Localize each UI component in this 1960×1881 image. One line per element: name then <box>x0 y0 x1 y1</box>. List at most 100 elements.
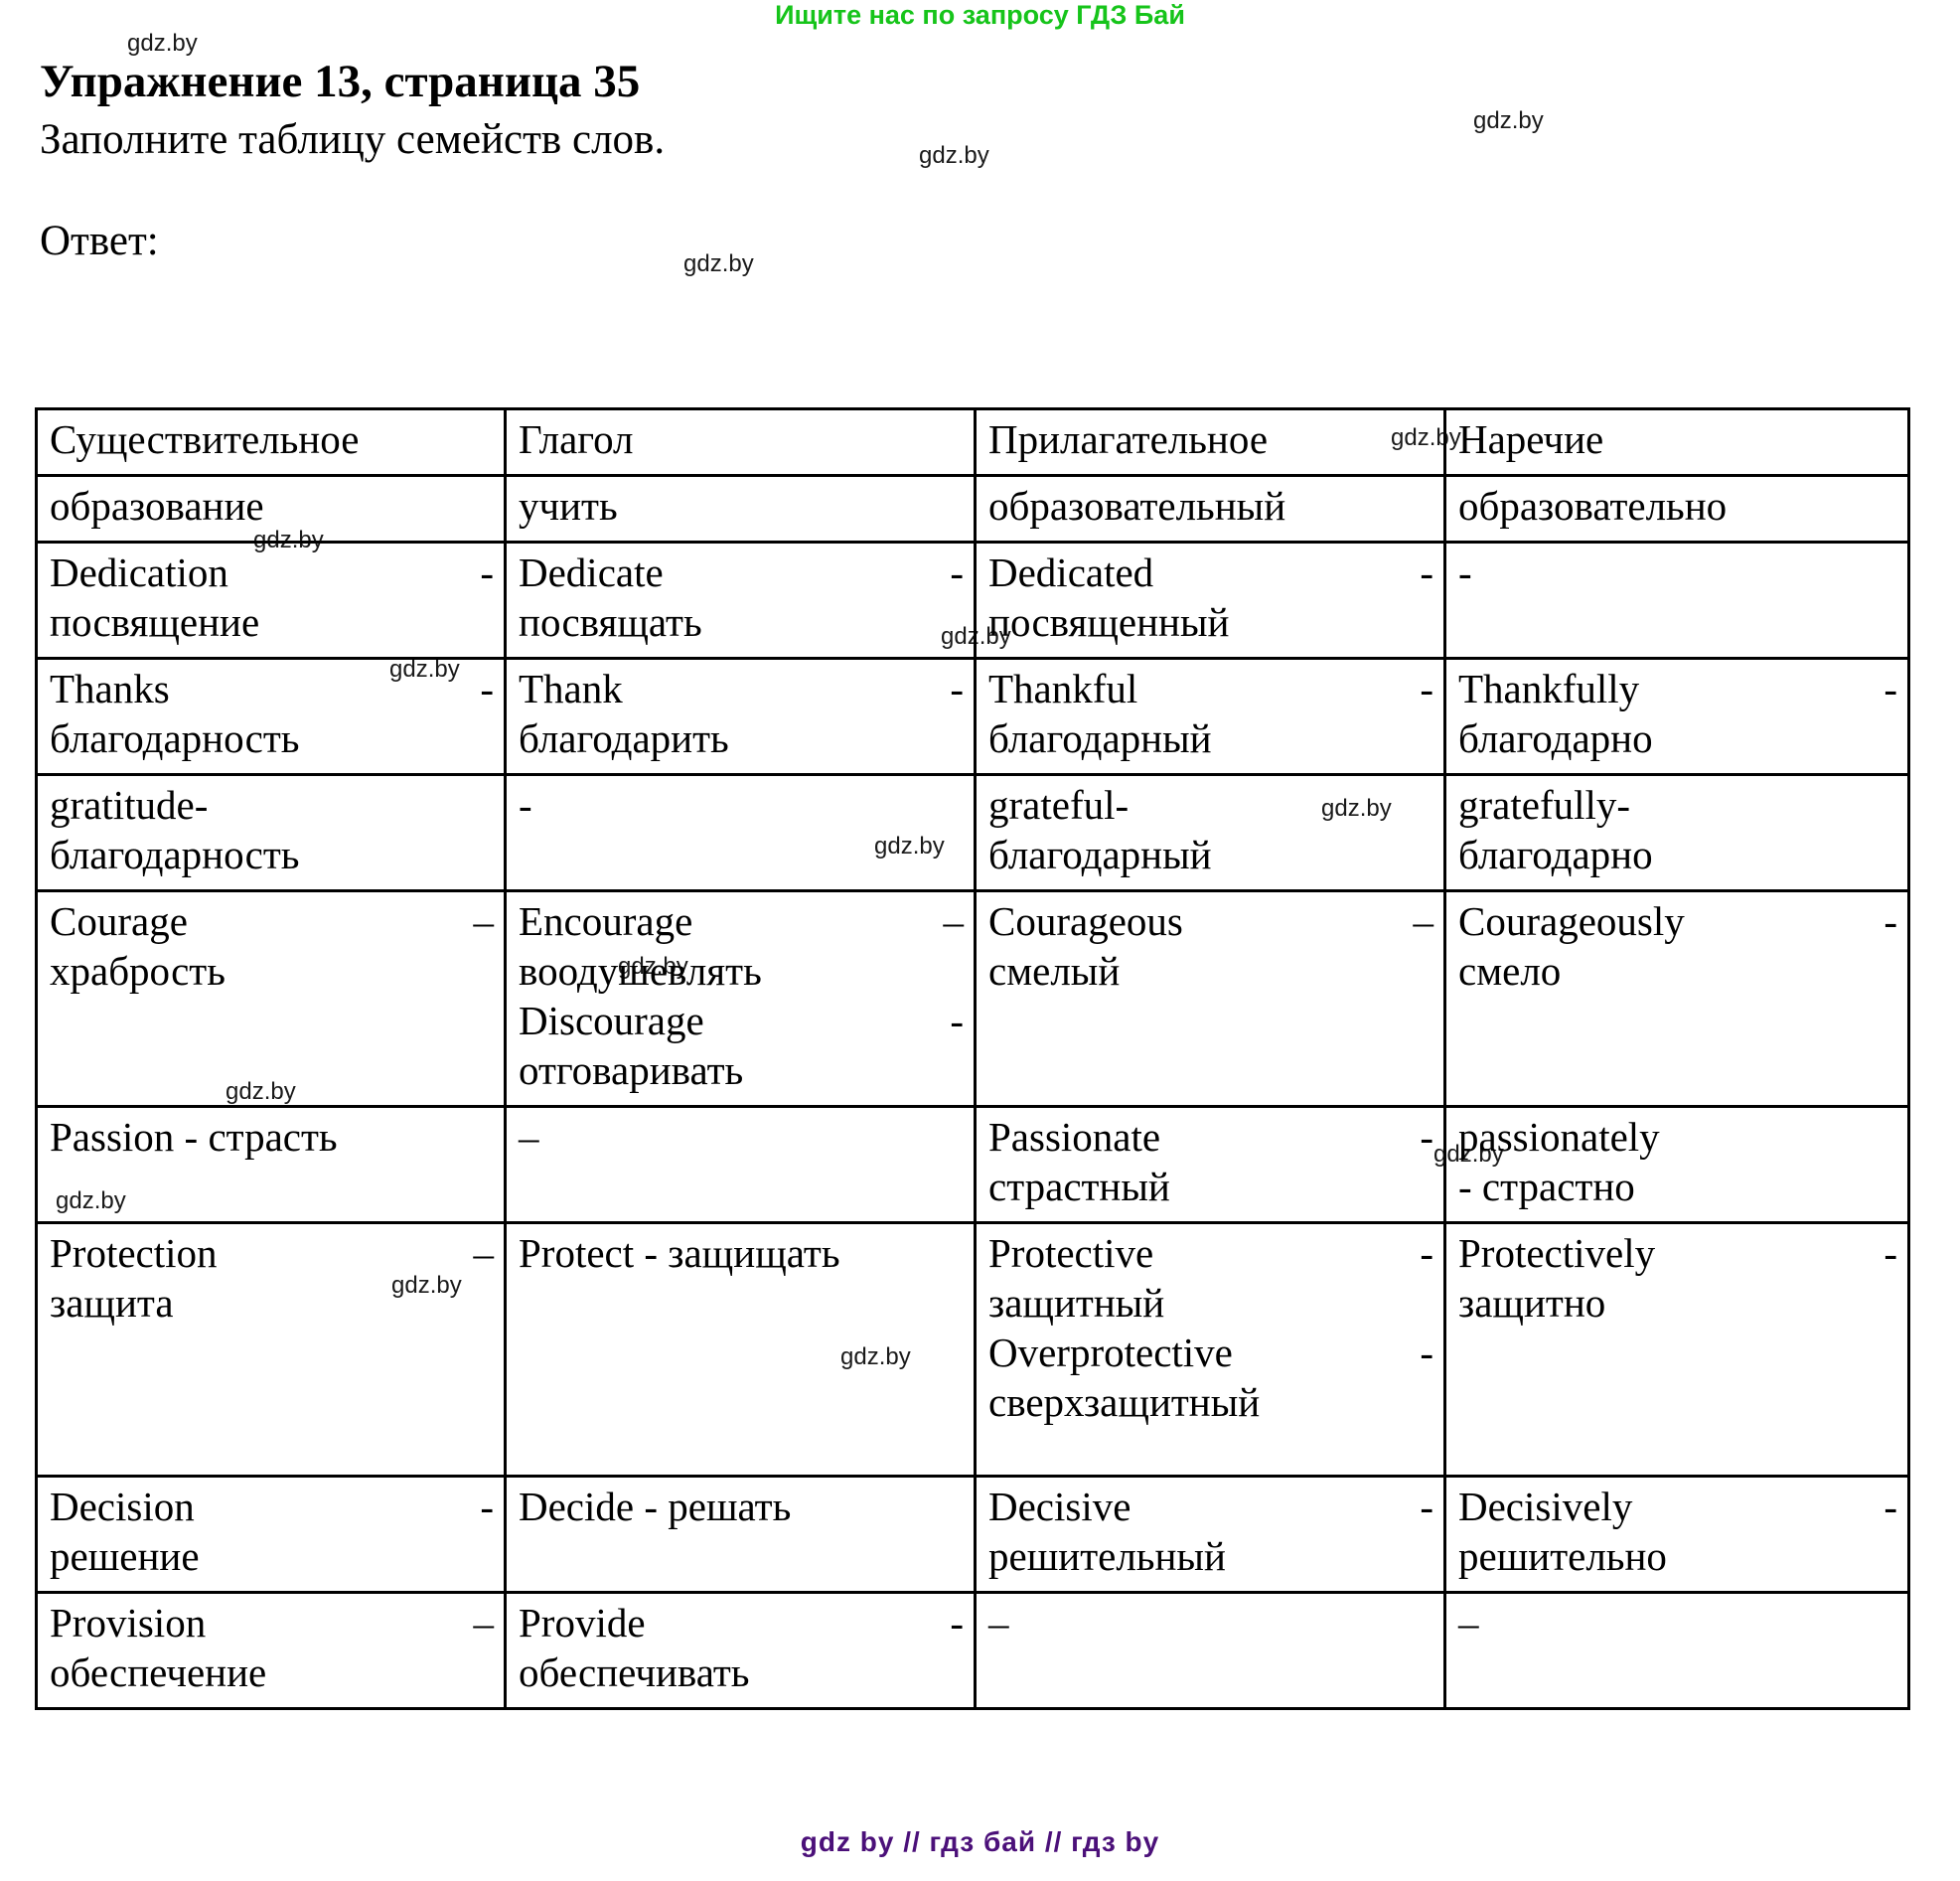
entry-word-noun: Dedication - <box>50 548 494 597</box>
cell-spacer <box>519 1531 964 1577</box>
entry-word-adverb: образовательно <box>1458 483 1728 530</box>
entry-translation-adjective: посвященный <box>988 599 1230 646</box>
column-header-adverb: Наречие <box>1443 406 1910 478</box>
cell-adverb[interactable]: – <box>1443 1591 1910 1711</box>
table-row: Decision - решение Decide - решать Decisive -… <box>35 1475 1910 1595</box>
entry-word-adverb: passionately <box>1458 1114 1660 1161</box>
entry-word-noun: Decision - <box>50 1482 494 1531</box>
cell-verb[interactable]: Provide - обеспечивать <box>504 1591 977 1711</box>
entry-word-adverb: - <box>1458 549 1472 596</box>
cell-verb[interactable]: Thank - благодарить <box>504 657 977 777</box>
cell-noun[interactable]: Decision - решение <box>35 1475 507 1595</box>
cell-adverb[interactable]: Protectively - защитно <box>1443 1221 1910 1479</box>
entry-word-adverb: Protectively - <box>1458 1228 1897 1278</box>
cell-adverb[interactable]: Decisively - решительно <box>1443 1475 1910 1595</box>
cell-adverb[interactable]: Thankfully - благодарно <box>1443 657 1910 777</box>
entry-word-noun: Protection – <box>50 1228 494 1278</box>
cell-adjective[interactable]: Passionate - страстный <box>974 1105 1446 1225</box>
entry-translation-adverb: защитно <box>1458 1280 1606 1327</box>
word-dash: - <box>950 549 964 596</box>
entry-word-adjective: образовательный <box>988 483 1286 530</box>
entry-word-adverb: Thankfully - <box>1458 664 1897 713</box>
word-text: Courageous <box>988 898 1183 945</box>
word-text: Dedicate <box>519 549 664 596</box>
cell-noun[interactable]: Thanks - благодарность <box>35 657 507 777</box>
entry-word-verb: Thank - <box>519 664 964 713</box>
cell-adjective[interactable]: Protective - защитный Overprotective - сверхз… <box>974 1221 1446 1479</box>
word-text: Dedication <box>50 549 228 596</box>
column-header-adjective: Прилагательное <box>974 406 1446 478</box>
cell-spacer <box>1458 996 1897 1087</box>
entry-word-adverb: Decisively - <box>1458 1482 1897 1531</box>
word-text: Courage <box>50 898 188 945</box>
cell-spacer <box>519 830 964 875</box>
entry-translation-noun: защита <box>50 1280 174 1327</box>
table-row: Courage – храбрость Encourage – воодушевлять D… <box>35 889 1910 1109</box>
entry-translation-noun: обеспечение <box>50 1649 267 1696</box>
word-dash: - <box>1884 1230 1897 1277</box>
entry-translation-adjective: защитный <box>988 1280 1165 1327</box>
word-dash: - <box>1420 1330 1433 1376</box>
entry-word-adverb: – <box>1458 1600 1479 1646</box>
entry-word-noun: gratitude- <box>50 782 209 829</box>
cell-noun[interactable]: образование <box>35 474 507 545</box>
entry-translation-adverb: - страстно <box>1458 1164 1635 1210</box>
entry-translation-verb: благодарить <box>519 715 729 762</box>
entry-translation-adjective: решительный <box>988 1533 1226 1580</box>
cell-adjective[interactable]: Thankful - благодарный <box>974 657 1446 777</box>
cell-verb[interactable]: Decide - решать <box>504 1475 977 1595</box>
cell-verb[interactable]: – <box>504 1105 977 1225</box>
exercise-instruction: Заполните таблицу семейств слов. <box>40 116 666 163</box>
word-dash: - <box>1420 666 1433 712</box>
cell-noun[interactable]: Dedication - посвящение <box>35 541 507 661</box>
cell-adjective[interactable]: grateful-благодарный <box>974 773 1446 893</box>
cell-verb[interactable]: Protect - защищать <box>504 1221 977 1479</box>
table-row: Thanks - благодарность Thank - благодарить Tha… <box>35 657 1910 777</box>
entry-word-noun: Passion - страсть <box>50 1114 338 1161</box>
cell-spacer <box>50 996 494 1087</box>
cell-adjective[interactable]: – <box>974 1591 1446 1711</box>
word-dash: - <box>950 666 964 712</box>
cell-adverb[interactable]: Courageously - смело <box>1443 889 1910 1109</box>
cell-verb[interactable]: Dedicate - посвящать <box>504 541 977 661</box>
entry-translation-adjective: смелый <box>988 948 1121 995</box>
entry-translation-noun: храбрость <box>50 948 226 995</box>
entry-translation-adjective: благодарный <box>988 715 1212 762</box>
entry-word-verb: Encourage – <box>519 896 964 946</box>
entry-translation-adjective: страстный <box>988 1164 1170 1210</box>
cell-noun[interactable]: Passion - страсть <box>35 1105 507 1225</box>
word-text: Thanks <box>50 666 170 712</box>
cell-noun[interactable]: Provision – обеспечение <box>35 1591 507 1711</box>
entry-word-adjective: Dedicated - <box>988 548 1433 597</box>
word-text: Provision <box>50 1600 207 1646</box>
cell-verb[interactable]: - <box>504 773 977 893</box>
word-text: Thank <box>519 666 623 712</box>
entry-translation-adverb: благодарно <box>1458 715 1653 762</box>
cell-adjective[interactable]: Decisive - решительный <box>974 1475 1446 1595</box>
cell-adjective[interactable]: образовательный <box>974 474 1446 545</box>
cell-verb[interactable]: учить <box>504 474 977 545</box>
word-text: Thankful <box>988 666 1138 712</box>
cell-adjective[interactable]: Dedicated - посвященный <box>974 541 1446 661</box>
cell-noun[interactable]: gratitude-благодарность <box>35 773 507 893</box>
word-text: Passionate <box>988 1114 1161 1161</box>
cell-adverb[interactable]: passionately - страстно <box>1443 1105 1910 1225</box>
word-dash: - <box>480 1484 494 1530</box>
cell-adverb[interactable]: gratefully-благодарно <box>1443 773 1910 893</box>
cell-verb[interactable]: Encourage – воодушевлять Discourage - отговар… <box>504 889 977 1109</box>
word-text: Protective <box>988 1230 1154 1277</box>
cell-spacer <box>519 1162 964 1207</box>
entry-translation-adverb: благодарно <box>1458 832 1653 878</box>
cell-adverb[interactable]: - <box>1443 541 1910 661</box>
watermark: gdz.by <box>1473 107 1544 134</box>
cell-adjective[interactable]: Courageous – смелый <box>974 889 1446 1109</box>
table-row: Provision – обеспечение Provide - обеспечиват… <box>35 1591 1910 1711</box>
entry-word-adjective: Passionate - <box>988 1112 1433 1162</box>
entry-translation-verb-2: отговаривать <box>519 1047 744 1094</box>
cell-adverb[interactable]: образовательно <box>1443 474 1910 545</box>
cell-spacer <box>1458 597 1897 643</box>
cell-noun[interactable]: Protection – защита <box>35 1221 507 1479</box>
page-title: Упражнение 13, страница 35 <box>40 56 641 107</box>
cell-noun[interactable]: Courage – храбрость <box>35 889 507 1109</box>
entry-word-adverb: gratefully- <box>1458 782 1631 829</box>
